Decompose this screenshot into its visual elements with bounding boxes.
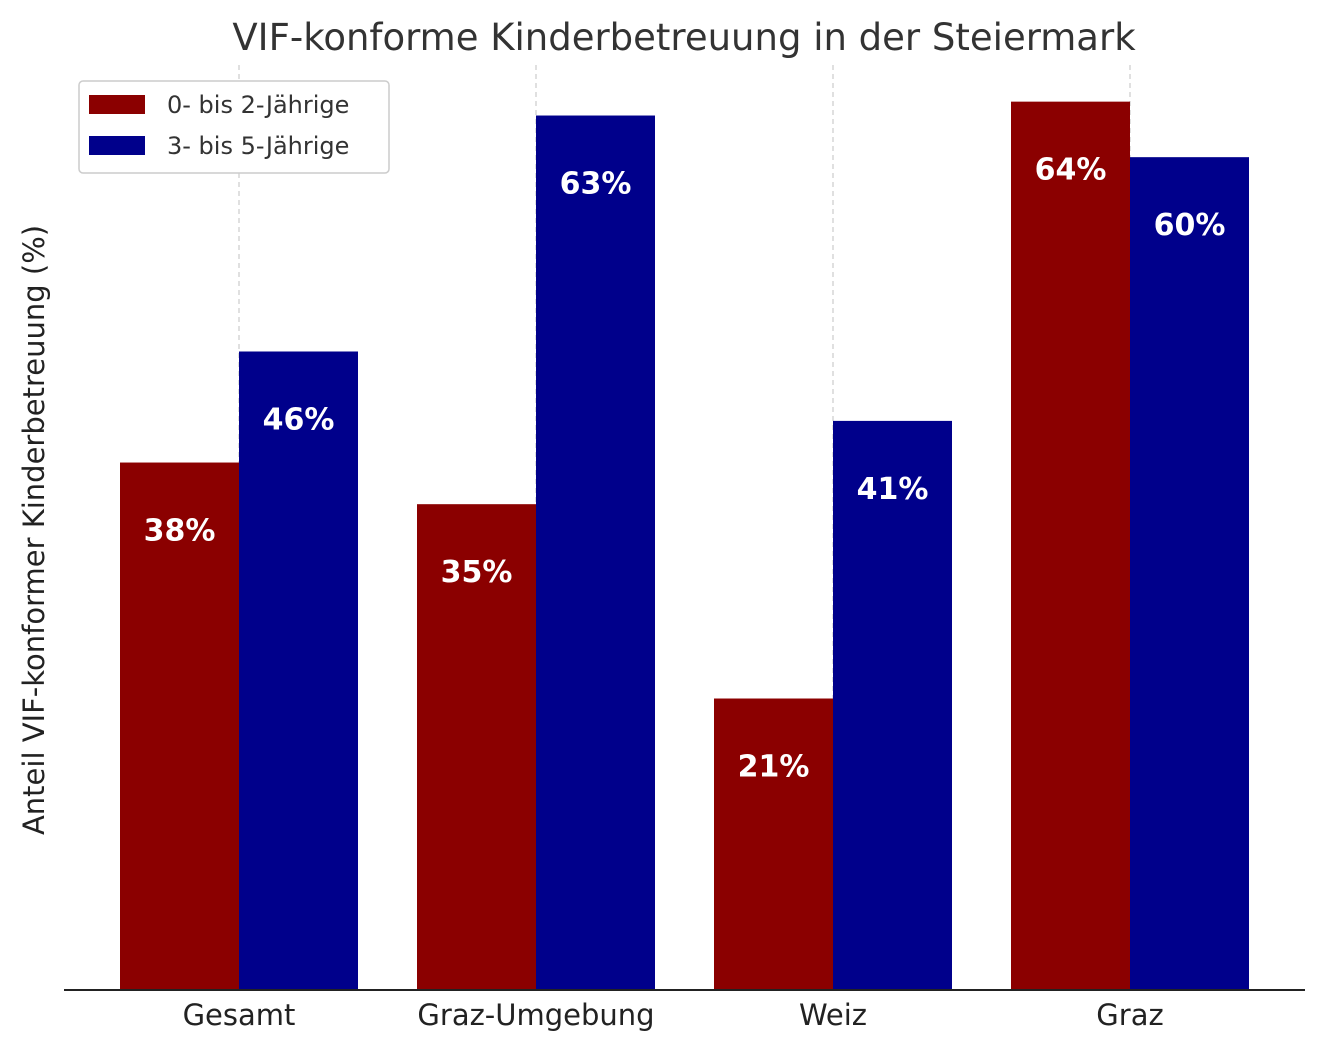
bar-label-0-2-gesamt: 38%	[144, 514, 216, 549]
legend-swatch-3-5	[89, 136, 145, 155]
bar-labels: 38% 46% 35% 63% 21% 41% 64% 60%	[144, 153, 1226, 785]
legend-swatch-0-2	[89, 95, 145, 114]
x-tick-labels: Gesamt Graz-Umgebung Weiz Graz	[183, 998, 1164, 1032]
bar-label-3-5-weiz: 41%	[857, 472, 929, 507]
y-axis-label: Anteil VIF-konformer Kinderbetreuung (%)	[17, 225, 51, 835]
x-tick-gesamt: Gesamt	[183, 998, 296, 1032]
bar-label-3-5-gesamt: 46%	[263, 402, 335, 437]
x-tick-graz: Graz	[1096, 998, 1163, 1032]
legend-label-0-2: 0- bis 2-Jährige	[167, 91, 349, 119]
bar-0-2-graz-umgebung	[417, 504, 536, 990]
chart-title: VIF-konforme Kinderbetreuung in der Stei…	[232, 16, 1136, 59]
bar-3-5-gesamt	[239, 351, 358, 990]
bar-0-2-graz	[1011, 101, 1130, 991]
bar-3-5-graz	[1130, 157, 1249, 990]
x-tick-graz-umgebung: Graz-Umgebung	[417, 998, 654, 1032]
bar-label-0-2-weiz: 21%	[738, 750, 810, 785]
bar-3-5-graz-umgebung	[536, 115, 655, 990]
bar-label-3-5-graz-umgebung: 63%	[560, 167, 632, 202]
bars	[120, 101, 1249, 991]
bar-label-3-5-graz: 60%	[1154, 208, 1226, 243]
legend-box	[78, 80, 390, 174]
bar-3-5-weiz	[833, 420, 952, 990]
bar-label-0-2-graz: 64%	[1035, 153, 1107, 188]
bar-0-2-weiz	[714, 698, 833, 990]
legend: 0- bis 2-Jährige 3- bis 5-Jährige	[78, 80, 390, 174]
legend-label-3-5: 3- bis 5-Jährige	[167, 132, 349, 160]
grid	[238, 65, 1131, 990]
bar-label-0-2-graz-umgebung: 35%	[441, 555, 513, 590]
x-tick-weiz: Weiz	[799, 998, 867, 1032]
bar-0-2-gesamt	[120, 462, 239, 990]
